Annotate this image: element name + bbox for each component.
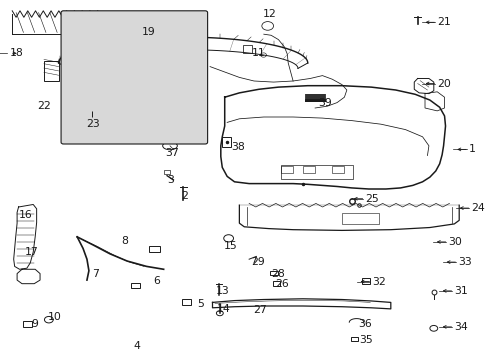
Text: 16: 16 — [19, 210, 33, 220]
Text: 10: 10 — [48, 312, 61, 322]
Text: 18: 18 — [10, 48, 23, 58]
Bar — [163, 170, 169, 174]
Text: 3: 3 — [167, 175, 174, 185]
Text: 35: 35 — [359, 335, 372, 345]
Text: 30: 30 — [447, 237, 461, 247]
Bar — [361, 278, 369, 284]
Text: 36: 36 — [358, 319, 371, 329]
Bar — [350, 337, 357, 341]
Text: 9: 9 — [32, 319, 39, 329]
Text: 20: 20 — [436, 78, 450, 89]
Bar — [341, 213, 378, 224]
Text: 21: 21 — [436, 17, 450, 27]
Bar — [269, 271, 278, 275]
Bar — [44, 61, 59, 81]
Text: 26: 26 — [275, 279, 288, 289]
Text: 11: 11 — [251, 48, 265, 58]
Text: 25: 25 — [365, 194, 378, 204]
Text: 13: 13 — [215, 286, 229, 296]
Bar — [243, 45, 251, 53]
Text: 32: 32 — [371, 276, 385, 287]
Text: 12: 12 — [263, 9, 277, 19]
FancyBboxPatch shape — [61, 11, 207, 144]
Bar — [272, 281, 280, 286]
Bar — [222, 137, 231, 147]
Text: 37: 37 — [165, 148, 179, 158]
Bar — [280, 165, 352, 179]
Text: 29: 29 — [250, 257, 264, 267]
Text: 38: 38 — [231, 142, 245, 152]
Text: 6: 6 — [153, 276, 160, 286]
Text: 31: 31 — [453, 286, 467, 296]
Bar — [149, 246, 160, 252]
Text: 34: 34 — [453, 322, 467, 332]
Text: 17: 17 — [25, 247, 39, 257]
Text: 19: 19 — [142, 27, 156, 37]
Bar — [302, 166, 314, 173]
Text: 1: 1 — [468, 144, 475, 154]
Text: 15: 15 — [223, 240, 237, 251]
Text: 23: 23 — [86, 119, 100, 129]
Text: 39: 39 — [317, 98, 331, 108]
Text: 8: 8 — [121, 236, 128, 246]
Text: 28: 28 — [271, 269, 285, 279]
Text: 27: 27 — [252, 305, 266, 315]
Text: 24: 24 — [470, 203, 484, 213]
Text: 4: 4 — [133, 341, 140, 351]
Text: 5: 5 — [197, 299, 203, 309]
Bar — [23, 321, 32, 327]
Bar — [131, 283, 140, 288]
Bar — [280, 166, 292, 173]
Text: 2: 2 — [181, 191, 188, 201]
Text: 7: 7 — [92, 269, 99, 279]
Bar — [182, 299, 190, 305]
Text: 14: 14 — [216, 304, 230, 314]
Bar — [331, 166, 344, 173]
Text: 33: 33 — [457, 257, 471, 267]
Text: 22: 22 — [37, 101, 51, 111]
